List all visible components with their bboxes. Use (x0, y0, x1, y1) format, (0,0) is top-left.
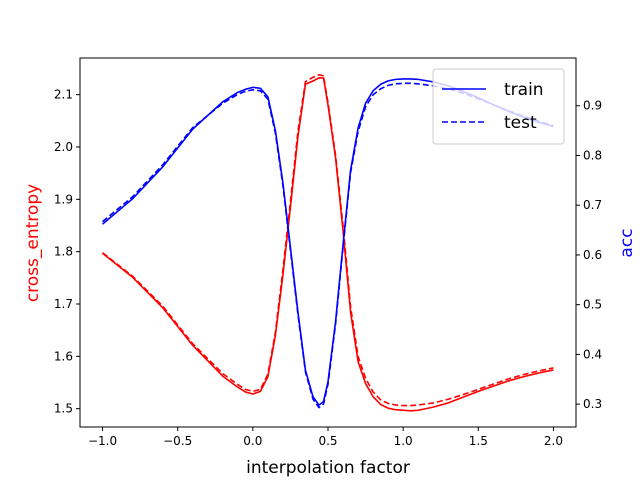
y-right-tick-label: 0.8 (583, 148, 602, 162)
y-axis-left-title: cross_entropy (23, 184, 43, 302)
y-left-tick-label: 1.6 (54, 349, 73, 363)
legend-label-test: test (504, 113, 537, 133)
y-right-tick-label: 0.6 (583, 248, 602, 262)
x-tick-label: 1.5 (469, 434, 488, 448)
y-right-tick-label: 0.4 (583, 347, 602, 361)
x-tick-label: 1.0 (394, 434, 413, 448)
y-axis-right: 0.3 0.4 0.5 0.6 0.7 0.8 0.9 (576, 99, 602, 411)
x-tick-label: 2.0 (544, 434, 563, 448)
legend-box (432, 68, 565, 145)
legend-label-train: train (504, 80, 544, 100)
x-axis: −1.0 −0.5 0.0 0.5 1.0 1.5 2.0 (88, 427, 563, 448)
x-tick-label: −1.0 (88, 434, 117, 448)
y-left-tick-label: 1.5 (54, 402, 73, 416)
series-line-cross-entropy-test (102, 73, 554, 407)
series-line-acc-test (102, 82, 554, 409)
y-right-tick-label: 0.3 (583, 397, 602, 411)
y-right-tick-label: 0.9 (583, 99, 602, 113)
x-tick-label: 0.0 (243, 434, 262, 448)
y-left-tick-label: 2.1 (54, 88, 73, 102)
x-axis-title: interpolation factor (246, 458, 410, 478)
y-right-tick-label: 0.5 (583, 298, 602, 312)
y-left-tick-label: 2.0 (54, 140, 73, 154)
series-line-cross-entropy-train (102, 77, 554, 412)
y-left-tick-label: 1.9 (54, 192, 73, 206)
legend: train test (432, 68, 565, 145)
y-left-tick-label: 1.7 (54, 297, 73, 311)
y-left-tick-label: 1.8 (54, 245, 73, 259)
x-tick-label: 0.5 (318, 434, 337, 448)
y-axis-left: 1.5 1.6 1.7 1.8 1.9 2.0 2.1 (54, 88, 80, 416)
y-axis-right-title: acc (617, 228, 637, 257)
y-right-tick-label: 0.7 (583, 198, 602, 212)
x-tick-label: −0.5 (163, 434, 192, 448)
